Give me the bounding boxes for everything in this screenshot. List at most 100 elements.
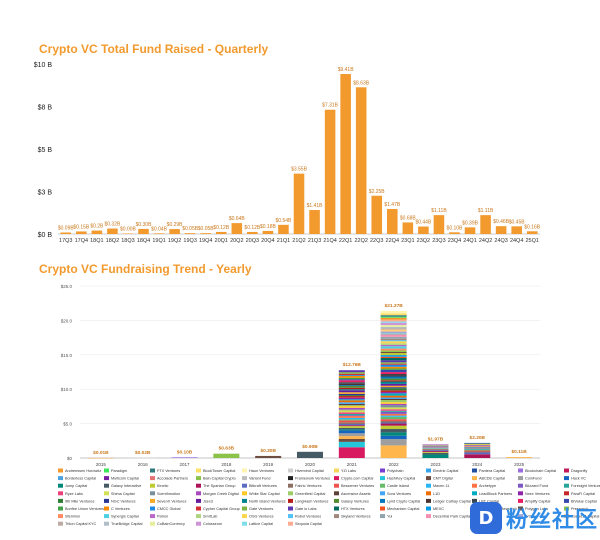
q-bar (184, 233, 196, 234)
y-bar-segment (338, 415, 365, 417)
y-bar-segment (380, 385, 407, 388)
y-bar-segment (380, 358, 407, 361)
legend-label: HashKey Capital (387, 477, 415, 481)
legend-swatch (150, 468, 155, 473)
y-bar-segment (213, 453, 240, 458)
legend-label: Kinetic (157, 484, 168, 488)
q-x-tick-label: 24Q3 (494, 238, 507, 244)
legend-label: BlockTower Capital (203, 469, 235, 473)
y-bar-segment (380, 355, 407, 357)
legend-label: Skyland Ventures (341, 515, 371, 519)
legend-swatch (334, 476, 339, 481)
y-bar-segment (380, 343, 407, 346)
y-bar-segment (380, 423, 407, 426)
legend-swatch (196, 514, 201, 519)
y-bar-segment (464, 448, 491, 450)
y-bar-segment (338, 413, 365, 416)
y-total-label: $1.97B (428, 436, 444, 442)
q-bar (371, 195, 383, 234)
y-bar-segment (380, 422, 407, 424)
q-bar (76, 231, 87, 234)
yearly-chart-title: Crypto VC Fundraising Trend - Yearly (39, 262, 252, 276)
legend-label: Patron (157, 515, 168, 519)
legend-swatch (58, 506, 63, 511)
legend-swatch (242, 514, 247, 519)
y-bar-segment (464, 449, 491, 451)
y-bar-segment (380, 310, 407, 314)
y-bar-segment (464, 444, 491, 446)
legend-swatch (58, 468, 63, 473)
y-x-tick-label: 2017 (180, 462, 191, 467)
q-bar (387, 209, 398, 234)
y-bar-segment (506, 457, 533, 458)
y-bar-segment (380, 313, 407, 316)
y-total-label: $0.63B (219, 446, 235, 452)
q-bar-value-label: $1.41B (307, 203, 324, 209)
q-x-tick-label: 23Q2 (417, 238, 430, 244)
legend-label: Dragonfly (571, 469, 587, 473)
legend-swatch (564, 483, 569, 488)
y-x-tick-label: 2020 (305, 462, 316, 467)
legend-label: Yui (387, 515, 392, 519)
y-tick-label: $10.0 (61, 387, 73, 392)
y-bar-segment (338, 399, 365, 401)
q-x-tick-label: 20Q4 (261, 238, 274, 244)
y-bar-segment (380, 395, 407, 398)
legend-swatch (288, 498, 293, 503)
y-bar-segment (380, 372, 407, 374)
legend-swatch (58, 483, 63, 488)
legend-swatch (196, 476, 201, 481)
legend-swatch (518, 514, 523, 519)
y-bar-segment (380, 411, 407, 414)
q-bar (418, 226, 429, 234)
y-bar-segment (380, 319, 407, 322)
q-bar-value-label: $0.44B (415, 220, 432, 226)
legend-label: LongHash Ventures (295, 499, 328, 503)
legend-label: IVC (525, 515, 532, 519)
legend-label: Variant Fund (249, 477, 270, 481)
watermark-text: 粉丝社区 (506, 508, 599, 533)
y-bar-segment (338, 410, 365, 413)
legend-label: Amplify Capital (525, 499, 550, 503)
y-bar-segment (380, 336, 407, 339)
y-bar-segment (338, 373, 365, 376)
legend-swatch (518, 476, 523, 481)
legend-swatch (380, 514, 385, 519)
legend-swatch (564, 514, 569, 519)
legend-label: Shima Capital (111, 492, 135, 496)
q-x-tick-label: 23Q3 (432, 238, 445, 244)
q-bar-value-label: $0.15B (73, 224, 90, 230)
y-tick-label: $20.0 (61, 318, 73, 323)
q-bar-value-label: $0.05B (182, 226, 199, 232)
q-bar (60, 232, 72, 234)
q-x-tick-label: 23Q1 (401, 238, 414, 244)
y-x-tick-label: 2019 (263, 462, 274, 467)
legend-swatch (564, 491, 569, 496)
y-bar-segment (338, 390, 365, 393)
y-bar-segment (422, 444, 449, 446)
q-bar (355, 87, 367, 234)
q-y-tick-label: $10 B (34, 62, 53, 69)
y-bar-segment (380, 445, 407, 458)
q-bar (122, 233, 134, 234)
q-bar (153, 233, 165, 234)
q-bar-value-label: $0.45B (509, 219, 526, 225)
legend-label: Scenthmotion (157, 492, 180, 496)
y-bar-segment (338, 397, 365, 400)
y-bar-segment (380, 328, 407, 330)
legend-label: Sequoia Capital (295, 522, 322, 526)
q-bar-value-label: $0.32B (104, 222, 121, 228)
y-total-label: $0.90B (302, 444, 318, 450)
legend-swatch (288, 483, 293, 488)
y-x-tick-label: 2024 (472, 462, 483, 467)
legend-swatch (380, 498, 385, 503)
legend-swatch (242, 521, 247, 526)
q-bar-value-label: $2.25B (369, 189, 386, 195)
q-x-tick-label: 25Q1 (525, 238, 538, 244)
y-bar-segment (338, 427, 365, 430)
legend-swatch (472, 476, 477, 481)
y-bar-segment (464, 447, 491, 449)
q-bar-value-label: $9.41B (338, 67, 355, 73)
y-x-tick-label: 2023 (430, 462, 441, 467)
